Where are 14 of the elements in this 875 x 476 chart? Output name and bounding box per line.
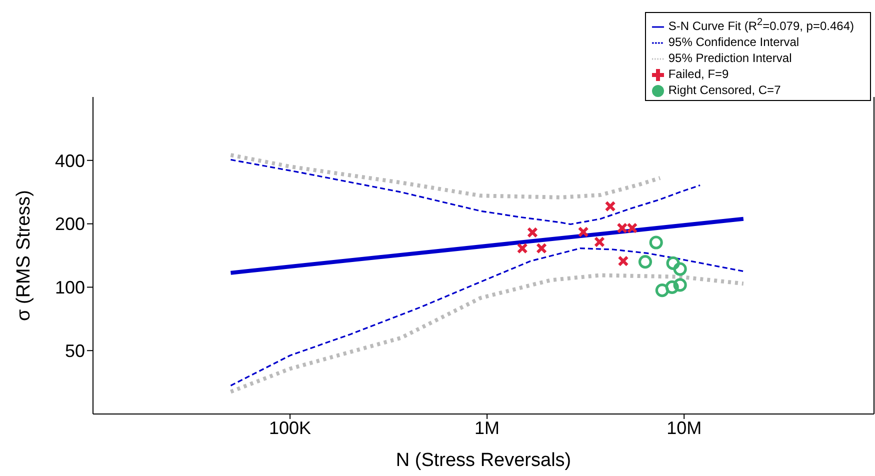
x-tick-label: 10M [666,418,702,438]
x-axis-title: N (Stress Reversals) [396,450,572,471]
y-tick-label: 50 [64,340,85,361]
legend-label: S-N Curve Fit (R$^{2}$=0.079, p=0.464) [668,17,854,33]
y-tick-label: 200 [54,214,85,234]
y-tick-label: 100 [54,278,85,298]
legend-label: 95% Confidence Interval [668,35,800,49]
legend-label: 95% Prediction Interval [668,51,792,65]
legend-label: Right Censored, C=7 [668,83,781,97]
x-tick-label: 1M [474,418,500,438]
y-axis-title: σ (RMS Stress) [14,190,34,322]
legend-label: Failed, F=9 [668,67,729,81]
y-tick-label: 400 [54,150,85,171]
x-tick-label: 100K [269,418,312,438]
